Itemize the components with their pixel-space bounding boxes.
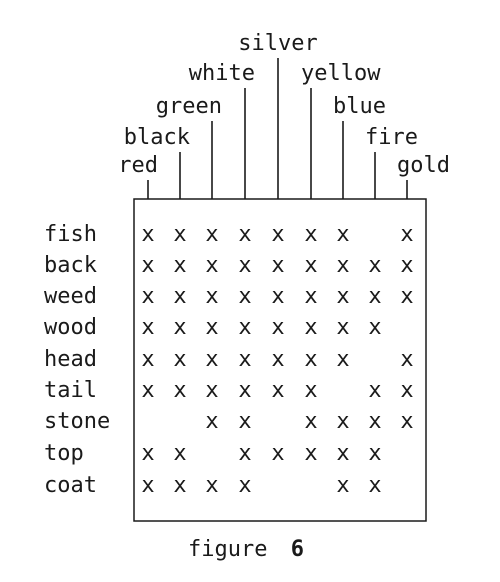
mark-weed-red: x — [141, 284, 154, 309]
row-label-fish: fish — [44, 222, 97, 247]
mark-fish-green: x — [205, 222, 218, 247]
mark-tail-fire: x — [368, 378, 381, 403]
mark-top-fire: x — [368, 441, 381, 466]
mark-fish-white: x — [238, 222, 251, 247]
row-label-top: top — [44, 441, 84, 466]
mark-tail-silver: x — [271, 378, 284, 403]
mark-coat-black: x — [173, 473, 186, 498]
mark-coat-green: x — [205, 473, 218, 498]
mark-tail-yellow: x — [304, 378, 317, 403]
column-label-white: white — [189, 61, 255, 86]
row-label-weed: weed — [44, 284, 97, 309]
grid-box — [133, 198, 427, 522]
mark-head-yellow: x — [304, 347, 317, 372]
mark-stone-fire: x — [368, 409, 381, 434]
mark-head-green: x — [205, 347, 218, 372]
mark-tail-black: x — [173, 378, 186, 403]
mark-wood-blue: x — [336, 315, 349, 340]
mark-stone-green: x — [205, 409, 218, 434]
mark-stone-gold: x — [400, 409, 413, 434]
mark-fish-red: x — [141, 222, 154, 247]
mark-wood-black: x — [173, 315, 186, 340]
column-label-yellow: yellow — [301, 61, 381, 86]
row-label-head: head — [44, 347, 97, 372]
mark-back-white: x — [238, 253, 251, 278]
mark-head-red: x — [141, 347, 154, 372]
caption-number: 6 — [291, 537, 304, 562]
mark-back-green: x — [205, 253, 218, 278]
column-leader-lines — [147, 58, 408, 199]
mark-fish-gold: x — [400, 222, 413, 247]
column-label-green: green — [156, 94, 222, 119]
row-label-back: back — [44, 253, 97, 278]
column-label-black: black — [124, 125, 190, 150]
mark-head-silver: x — [271, 347, 284, 372]
mark-fish-black: x — [173, 222, 186, 247]
mark-back-blue: x — [336, 253, 349, 278]
mark-tail-green: x — [205, 378, 218, 403]
mark-head-white: x — [238, 347, 251, 372]
mark-weed-green: x — [205, 284, 218, 309]
mark-fish-silver: x — [271, 222, 284, 247]
column-label-red: red — [118, 153, 158, 178]
mark-weed-yellow: x — [304, 284, 317, 309]
grid-marks: x x x x x x x xx x x x x x x x xx x x x x x x x xx x x x x x x xx x x x x x… — [141, 222, 413, 498]
row-label-wood: wood — [44, 315, 97, 340]
mark-back-black: x — [173, 253, 186, 278]
mark-top-black: x — [173, 441, 186, 466]
mark-coat-white: x — [238, 473, 251, 498]
mark-weed-blue: x — [336, 284, 349, 309]
mark-tail-gold: x — [400, 378, 413, 403]
column-label-gold: gold — [397, 153, 450, 178]
mark-wood-red: x — [141, 315, 154, 340]
mark-coat-fire: x — [368, 473, 381, 498]
column-label-silver: silver — [238, 31, 317, 56]
mark-top-yellow: x — [304, 441, 317, 466]
mark-top-red: x — [141, 441, 154, 466]
column-labels: red black green white silver yellow blue fire go… — [118, 31, 450, 178]
row-label-stone: stone — [44, 409, 110, 434]
row-label-coat: coat — [44, 473, 97, 498]
mark-wood-white: x — [238, 315, 251, 340]
mark-weed-black: x — [173, 284, 186, 309]
mark-stone-blue: x — [336, 409, 349, 434]
mark-wood-green: x — [205, 315, 218, 340]
mark-stone-white: x — [238, 409, 251, 434]
figure-caption: figure 6 — [188, 537, 304, 562]
mark-head-black: x — [173, 347, 186, 372]
mark-weed-white: x — [238, 284, 251, 309]
column-label-blue: blue — [333, 94, 386, 119]
mark-head-gold: x — [400, 347, 413, 372]
mark-tail-white: x — [238, 378, 251, 403]
mark-head-blue: x — [336, 347, 349, 372]
mark-fish-yellow: x — [304, 222, 317, 247]
mark-back-fire: x — [368, 253, 381, 278]
mark-top-white: x — [238, 441, 251, 466]
mark-back-silver: x — [271, 253, 284, 278]
mark-wood-yellow: x — [304, 315, 317, 340]
mark-wood-fire: x — [368, 315, 381, 340]
mark-coat-blue: x — [336, 473, 349, 498]
mark-back-gold: x — [400, 253, 413, 278]
mark-wood-silver: x — [271, 315, 284, 340]
mark-back-yellow: x — [304, 253, 317, 278]
mark-weed-silver: x — [271, 284, 284, 309]
row-labels: fish back weed wood head tail stone top coat — [44, 222, 110, 498]
mark-weed-fire: x — [368, 284, 381, 309]
mark-top-blue: x — [336, 441, 349, 466]
mark-coat-red: x — [141, 473, 154, 498]
mark-top-silver: x — [271, 441, 284, 466]
caption-word: figure — [188, 537, 267, 562]
mark-fish-blue: x — [336, 222, 349, 247]
mark-stone-yellow: x — [304, 409, 317, 434]
row-label-tail: tail — [44, 378, 97, 403]
mark-tail-red: x — [141, 378, 154, 403]
column-label-fire: fire — [365, 125, 418, 150]
mark-weed-gold: x — [400, 284, 413, 309]
mark-back-red: x — [141, 253, 154, 278]
